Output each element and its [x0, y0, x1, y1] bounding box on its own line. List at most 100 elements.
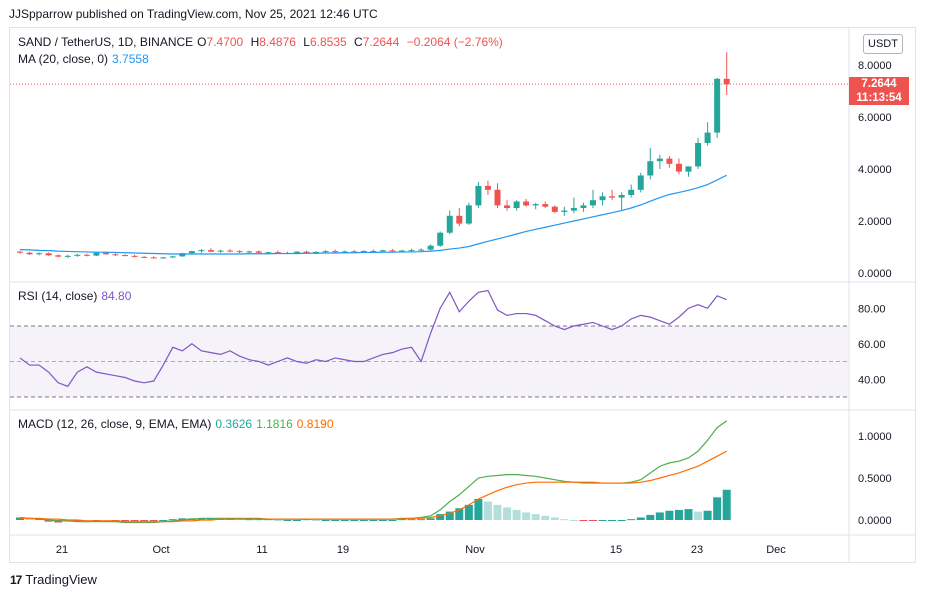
candle-body	[236, 251, 243, 253]
candle-body	[217, 250, 224, 252]
candle-body	[609, 196, 616, 198]
candle-body	[590, 200, 596, 206]
macd-hist-bar	[531, 514, 540, 520]
candle-body	[293, 251, 300, 254]
open-label: O	[197, 35, 207, 49]
rsi-label: RSI (14, close)	[18, 289, 98, 303]
macd-hist-bar	[636, 517, 645, 520]
macd-hist-bar	[407, 519, 416, 521]
macd-hist-bar	[627, 519, 636, 521]
signal-line	[20, 450, 727, 523]
macd-hist-bar	[464, 504, 473, 520]
last-price-value: 7.2644	[861, 78, 897, 90]
macd-hist-bar	[121, 520, 130, 521]
macd-hist-bar	[503, 507, 512, 520]
macd-hist-bar	[684, 509, 693, 520]
candle-body	[504, 205, 511, 208]
candle-body	[723, 78, 730, 85]
publisher-header: JJSpparrow published on TradingView.com,…	[9, 7, 378, 21]
macd-label: MACD (12, 26, close, 9, EMA, EMA)	[18, 417, 212, 431]
candle-body	[570, 208, 577, 211]
time-tick-label: Nov	[465, 544, 485, 556]
candle-body	[246, 251, 253, 253]
candle-body	[255, 251, 262, 253]
tradingview-brand: TradingView	[25, 572, 97, 587]
candle-body	[303, 251, 310, 253]
macd-hist-bar	[493, 504, 502, 520]
candle-body	[131, 255, 138, 257]
candle-body	[666, 158, 673, 164]
candle-body	[675, 163, 682, 172]
macd-hist-bar	[560, 519, 569, 521]
high-value: 8.4876	[259, 35, 296, 49]
candle-body	[484, 185, 491, 190]
macd-hist-bar	[713, 497, 722, 520]
candle-body	[150, 257, 157, 259]
rsi-tick-label: 80.00	[858, 303, 886, 315]
candle-body	[322, 251, 329, 253]
rsi-line	[19, 289, 727, 388]
candle-body	[427, 245, 434, 250]
macd-hist-bar	[703, 510, 712, 520]
currency-button[interactable]: USDT	[863, 34, 903, 54]
time-tick-label: 15	[610, 544, 622, 556]
close-label: C	[354, 35, 363, 49]
macd-hist-bar	[617, 520, 626, 521]
candle-body	[55, 255, 62, 257]
candle-body	[265, 252, 272, 254]
macd-tick-label: 1.0000	[858, 431, 892, 443]
candle-body	[198, 250, 205, 252]
candle-body	[647, 161, 654, 176]
macd-hist-bar	[350, 520, 359, 521]
macd-hist-bar	[321, 520, 330, 521]
candle-body	[122, 255, 129, 257]
time-tick-label: 11	[256, 544, 267, 556]
macd-hist-bar	[445, 511, 454, 520]
macd-hist-bar	[522, 512, 531, 520]
macd-hist-bar	[159, 520, 168, 521]
macd-hist-bar	[436, 514, 445, 520]
macd-hist-bar	[25, 518, 34, 520]
candle-body	[551, 206, 558, 212]
price-tick-label: 6.0000	[858, 112, 892, 124]
close-value: 7.2644	[362, 35, 400, 49]
macd-hist-bar	[674, 509, 683, 520]
candle-body	[188, 251, 195, 254]
candle-body	[465, 205, 472, 224]
candle-body	[437, 232, 444, 246]
candle-body	[418, 249, 425, 251]
rsi-value: 84.80	[101, 289, 132, 303]
candle-body	[83, 254, 90, 256]
macd-hist-bar	[149, 520, 158, 521]
macd-hist-bar	[388, 520, 397, 521]
low-value: 6.8535	[309, 35, 347, 49]
symbol-legend: SAND / TetherUS, 1D, BINANCE O7.4700 H8.4…	[18, 35, 507, 49]
candle-body	[112, 254, 119, 256]
candle-body	[561, 210, 568, 212]
rsi-tick-label: 40.00	[858, 374, 886, 386]
ma-legend: MA (20, close, 0) 3.7558	[18, 52, 153, 66]
macd-hist-bar	[283, 520, 292, 521]
price-tick-label: 0.0000	[858, 268, 892, 280]
tradingview-logo-icon: 17	[10, 572, 22, 587]
open-value: 7.4700	[206, 35, 244, 49]
macd-hist-bar	[569, 520, 578, 521]
candle-body	[408, 250, 415, 252]
last-price-tag: 7.2644 11:13:54	[849, 77, 909, 105]
macd-legend: MACD (12, 26, close, 9, EMA, EMA) 0.3626 1…	[18, 417, 338, 431]
candle-body	[389, 250, 396, 252]
tradingview-logo[interactable]: 17 TradingView	[10, 572, 97, 587]
chart-frame[interactable]	[9, 27, 916, 563]
macd-hist-bar	[292, 520, 301, 521]
price-tick-label: 8.0000	[858, 60, 892, 72]
candle-body	[714, 78, 721, 133]
candle-body	[628, 189, 635, 195]
rsi-tick-label: 60.00	[858, 339, 886, 351]
bar-countdown: 11:13:54	[856, 92, 902, 104]
candle-body	[475, 185, 482, 206]
macd-hist-bar	[655, 512, 664, 520]
candle-body	[93, 252, 100, 256]
macd-hist-bar	[455, 508, 464, 520]
macd-hist-bar	[608, 520, 617, 521]
